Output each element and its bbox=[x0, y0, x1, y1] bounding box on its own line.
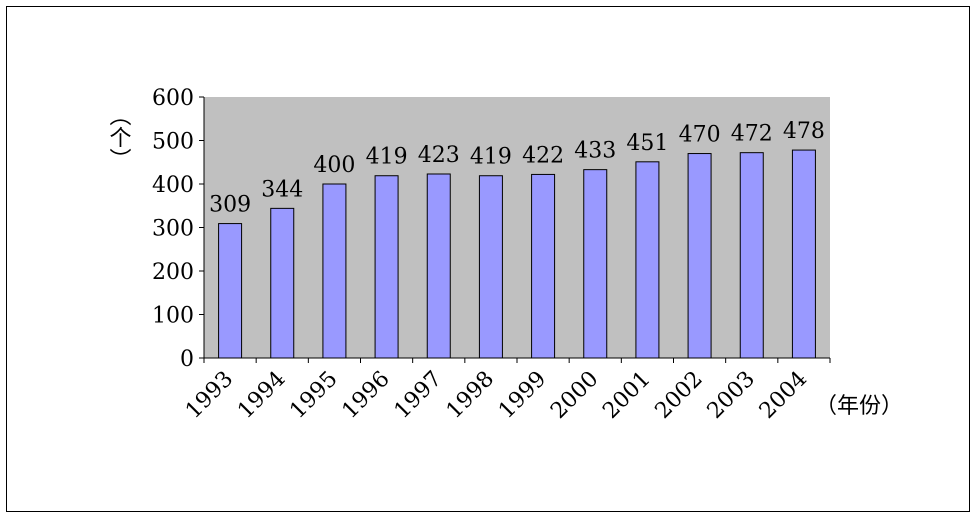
bar-2000 bbox=[583, 169, 608, 359]
y-axis: 0 100 200 300 400 500 600 bbox=[152, 86, 831, 372]
y-tick-label: 600 bbox=[152, 86, 194, 111]
bar-2002 bbox=[687, 153, 712, 359]
bar-1993 bbox=[218, 223, 243, 359]
x-tick-label: 2002 bbox=[651, 367, 708, 424]
data-labels: 309 344 400 419 423 419 422 433 451 470 472 478 bbox=[209, 119, 825, 218]
bar-1996 bbox=[374, 175, 399, 359]
data-label: 433 bbox=[574, 139, 616, 164]
bar-2004 bbox=[791, 149, 816, 359]
data-label: 451 bbox=[626, 131, 668, 156]
y-tick-label: 100 bbox=[152, 304, 194, 329]
x-tick-label: 2001 bbox=[598, 367, 655, 424]
bar-1995 bbox=[322, 183, 347, 359]
bar-2001 bbox=[635, 161, 660, 359]
x-tick-label: 1995 bbox=[285, 367, 342, 424]
x-tick-label: 1994 bbox=[233, 367, 290, 424]
data-label: 309 bbox=[209, 193, 251, 218]
data-label: 419 bbox=[366, 145, 408, 170]
x-tick-label: 1993 bbox=[181, 367, 238, 424]
x-tick-label: 2003 bbox=[703, 367, 760, 424]
y-tick-label: 400 bbox=[152, 173, 194, 198]
x-tick-labels: 1993199419951996199719981999200020012002… bbox=[181, 367, 812, 424]
data-label: 422 bbox=[522, 143, 564, 168]
y-tick-label: 0 bbox=[180, 347, 194, 372]
data-label: 423 bbox=[418, 143, 460, 168]
x-tick-label: 1996 bbox=[338, 367, 395, 424]
bar-1998 bbox=[478, 175, 503, 359]
bars bbox=[218, 149, 816, 359]
data-label: 419 bbox=[470, 145, 512, 170]
x-tick-label: 2000 bbox=[546, 367, 603, 424]
bar-2003 bbox=[739, 152, 764, 359]
x-tick-label: 1997 bbox=[390, 367, 447, 424]
x-tick-label: 2004 bbox=[755, 367, 812, 424]
data-label: 344 bbox=[261, 177, 303, 202]
bar-1997 bbox=[426, 173, 451, 359]
x-tick-label: 1998 bbox=[442, 367, 499, 424]
plot-area bbox=[204, 97, 830, 358]
data-label: 478 bbox=[783, 119, 825, 144]
bar-1999 bbox=[531, 173, 556, 359]
y-tick-label: 500 bbox=[152, 130, 194, 155]
x-axis-label: （年份） bbox=[815, 394, 903, 419]
bar-1994 bbox=[270, 207, 295, 359]
data-label: 472 bbox=[731, 122, 773, 147]
data-label: 400 bbox=[313, 153, 355, 178]
y-tick-label: 300 bbox=[152, 217, 194, 242]
y-tick-label: 200 bbox=[152, 260, 194, 285]
x-tick-label: 1999 bbox=[494, 367, 551, 424]
data-label: 470 bbox=[679, 123, 721, 148]
y-axis-label: （个） bbox=[106, 104, 132, 170]
